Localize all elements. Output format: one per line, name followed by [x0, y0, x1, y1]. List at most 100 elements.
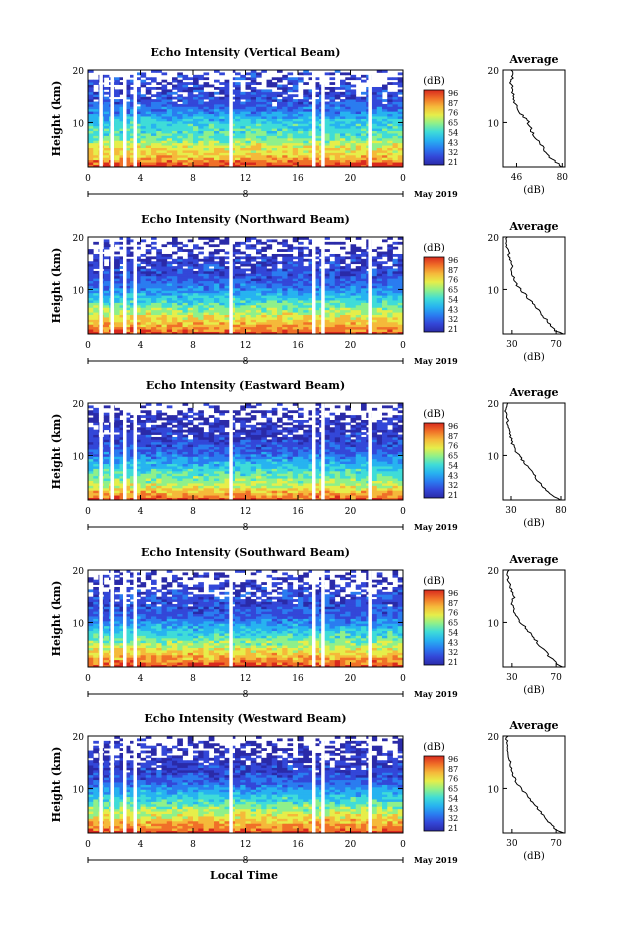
- heatmap-cell: [387, 140, 393, 144]
- heatmap-cell: [376, 278, 383, 282]
- heatmap-cell: [140, 473, 147, 477]
- heatmap-cell: [166, 150, 173, 153]
- heatmap-cell: [88, 273, 94, 277]
- heatmap-cell: [124, 280, 131, 284]
- heatmap-cell: [292, 483, 299, 486]
- heatmap-cell: [382, 326, 388, 330]
- heatmap-cell: [224, 162, 231, 165]
- heatmap-cell: [156, 94, 162, 98]
- heatmap-cell: [250, 492, 257, 496]
- heatmap-cell: [397, 324, 404, 328]
- heatmap-cell: [324, 470, 330, 474]
- heatmap-cell: [177, 470, 183, 474]
- heatmap-cell: [371, 275, 378, 279]
- heatmap-cell: [88, 300, 94, 303]
- heatmap-cell: [376, 283, 383, 286]
- heatmap-cell: [124, 253, 131, 257]
- heatmap-cell: [151, 470, 157, 474]
- heatmap-cell: [182, 287, 189, 291]
- heatmap-cell: [130, 485, 136, 489]
- heatmap-cell: [172, 483, 178, 486]
- heatmap-cell: [266, 123, 273, 127]
- heatmap-cell: [135, 483, 141, 486]
- heatmap-cell: [224, 157, 231, 161]
- heatmap-cell: [124, 475, 131, 479]
- heatmap-cell: [361, 300, 367, 303]
- heatmap-cell: [266, 91, 273, 95]
- heatmap-cell: [308, 145, 315, 148]
- heatmap-cell: [256, 473, 262, 477]
- heatmap-cell: [198, 89, 204, 93]
- heatmap-cell: [340, 270, 346, 274]
- heatmap-cell: [93, 241, 99, 245]
- heatmap-cell: [235, 123, 241, 127]
- heatmap-cell: [329, 319, 336, 323]
- x-tick-label: 8: [190, 341, 196, 351]
- heatmap-cell: [103, 314, 110, 318]
- heatmap-cell: [235, 329, 241, 332]
- heatmap-cell: [103, 256, 110, 260]
- heatmap-cell: [298, 150, 304, 153]
- heatmap-cell: [93, 475, 99, 479]
- heatmap-cell: [88, 331, 94, 335]
- heatmap-cell: [376, 324, 383, 328]
- heatmap-cell: [334, 106, 341, 110]
- heatmap-cell: [355, 261, 362, 265]
- heatmap-cell: [93, 329, 99, 332]
- heatmap-cell: [376, 485, 383, 489]
- heatmap-cell: [235, 116, 241, 119]
- heatmap-cell: [240, 321, 246, 325]
- heatmap-cell: [145, 307, 152, 311]
- heatmap-cell: [214, 244, 220, 248]
- heatmap-cell: [119, 270, 126, 274]
- heatmap-cell: [177, 150, 183, 153]
- heatmap-cell: [382, 495, 388, 498]
- heatmap-cell: [313, 309, 320, 313]
- heatmap-cell: [93, 480, 99, 484]
- heatmap-cell: [387, 283, 393, 286]
- heatmap-cell: [88, 490, 94, 494]
- heatmap-cell: [130, 140, 136, 144]
- heatmap-cell: [282, 492, 288, 496]
- heatmap-cell: [250, 99, 257, 102]
- heatmap-cell: [156, 82, 162, 85]
- heatmap-cell: [287, 285, 294, 289]
- heatmap-cell: [298, 319, 304, 323]
- heatmap-cell: [392, 478, 399, 481]
- heatmap-cell: [156, 150, 162, 153]
- heatmap-cell: [187, 285, 194, 289]
- heatmap-cell: [182, 152, 189, 156]
- heatmap-cell: [224, 483, 231, 486]
- heatmap-cell: [329, 263, 336, 267]
- heatmap-cell: [345, 94, 351, 98]
- x-tick-label: 0: [85, 341, 91, 351]
- heatmap-cell: [345, 480, 351, 484]
- heatmap-cell: [124, 263, 131, 267]
- heatmap-cell: [88, 312, 94, 315]
- heatmap-cell: [266, 490, 273, 494]
- heatmap-cell: [135, 283, 141, 286]
- heatmap-cell: [114, 77, 120, 81]
- heatmap-cell: [292, 94, 299, 98]
- heatmap-cell: [261, 116, 267, 119]
- heatmap-cell: [93, 164, 99, 168]
- heatmap-cell: [350, 287, 357, 291]
- heatmap-cell: [172, 270, 178, 274]
- heatmap-cell: [219, 295, 225, 299]
- heatmap-cell: [250, 140, 257, 144]
- heatmap-cell: [250, 266, 257, 269]
- heatmap-cell: [119, 285, 126, 289]
- heatmap-cell: [224, 268, 231, 272]
- heatmap-cell: [277, 249, 283, 252]
- heatmap-cell: [135, 116, 141, 119]
- heatmap-cell: [324, 157, 330, 161]
- heatmap-cell: [382, 159, 388, 163]
- heatmap-cell: [376, 492, 383, 496]
- heatmap-cell: [156, 280, 162, 284]
- heatmap-cell: [93, 283, 99, 286]
- heatmap-cell: [313, 473, 320, 477]
- heatmap-cell: [103, 164, 110, 168]
- heatmap-cell: [261, 302, 267, 306]
- heatmap-cell: [376, 130, 383, 134]
- heatmap-cell: [397, 473, 404, 477]
